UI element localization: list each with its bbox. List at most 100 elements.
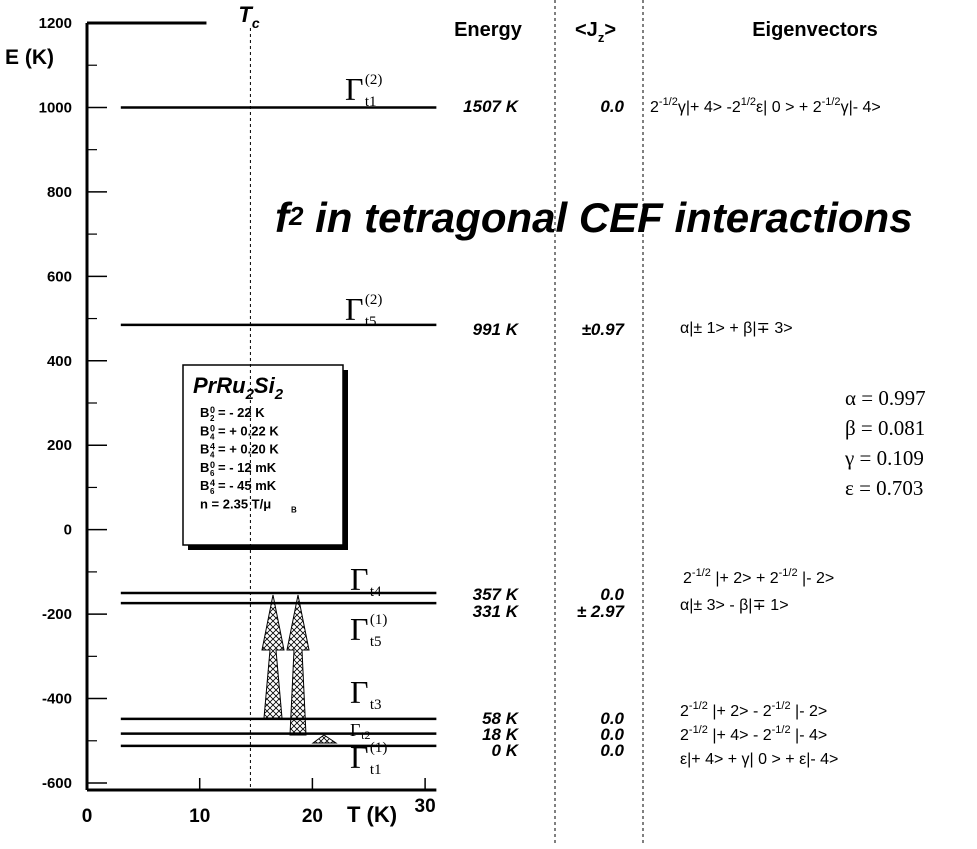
coefficient-base: B bbox=[200, 478, 209, 493]
coefficient-sup: 0 bbox=[210, 423, 215, 433]
coefficient-sub: 6 bbox=[210, 487, 215, 496]
chart-title: f2 in tetragonal CEF interactions bbox=[275, 194, 913, 241]
y-tick-label: 1000 bbox=[39, 99, 72, 116]
jz-value: 0.0 bbox=[600, 585, 624, 604]
x-tick-label: 0 bbox=[82, 806, 93, 827]
jz-value: 0.0 bbox=[600, 741, 624, 760]
eigenvector: 2-1/2 |+ 2> - 2-1/2 |- 2> bbox=[680, 700, 827, 720]
parameter-box bbox=[182, 364, 344, 546]
eigenvector-part: |- 4> bbox=[791, 727, 828, 744]
y-tick-label: 600 bbox=[47, 268, 72, 285]
eigenvector-part: γ|- 4> bbox=[841, 99, 881, 116]
energy-label: 991 K bbox=[473, 320, 520, 339]
eigenvector: 2-1/2γ|+ 4> -21/2ε| 0 > + 2-1/2γ|- 4> bbox=[650, 96, 881, 116]
coefficient-sub: B bbox=[291, 506, 297, 515]
eigenvector-part: 2 bbox=[680, 727, 689, 744]
coefficient-value: = - 45 mK bbox=[218, 478, 277, 493]
gamma-sup: (2) bbox=[365, 292, 383, 308]
coefficient-base: B bbox=[200, 405, 209, 420]
gamma-sup: (2) bbox=[365, 72, 383, 88]
eigenvector-part: α|± 3> - β|∓ 1> bbox=[680, 597, 789, 614]
compound-name-part: PrRu bbox=[193, 373, 246, 398]
y-tick-label: 200 bbox=[47, 437, 72, 454]
chart-title-part: f bbox=[275, 194, 293, 241]
y-tick-label: 0 bbox=[64, 522, 72, 539]
jz-value: 0.0 bbox=[600, 97, 624, 116]
jz-header-script: z bbox=[598, 30, 605, 45]
energy-label: 18 K bbox=[482, 725, 520, 744]
x-tick-label: 20 bbox=[302, 806, 323, 827]
coefficient-value: = + 0.20 K bbox=[218, 442, 279, 457]
eigenvector-script: -1/2 bbox=[689, 700, 708, 712]
coefficient-base: B bbox=[200, 423, 209, 438]
eigenvector: α|± 3> - β|∓ 1> bbox=[680, 597, 789, 614]
jz-value: ±0.97 bbox=[582, 320, 626, 339]
eigenvector-script: -1/2 bbox=[659, 96, 678, 108]
eigenvector-part: |- 2> bbox=[798, 570, 835, 587]
eigenvector-script: -1/2 bbox=[689, 724, 708, 736]
jz-value: 0.0 bbox=[600, 725, 624, 744]
x-tick-label: 10 bbox=[189, 806, 210, 827]
eigenvector-part: α|± 1> + β|∓ 3> bbox=[680, 320, 793, 337]
eigenvector-script: -1/2 bbox=[822, 96, 841, 108]
compound-name-part: Si bbox=[254, 373, 276, 398]
gamma-sub: t4 bbox=[370, 584, 382, 600]
gamma-sup: (1) bbox=[370, 740, 388, 756]
transition-arrow bbox=[311, 734, 338, 744]
eigenvector: ε|+ 4> + γ| 0 > + ε|- 4> bbox=[680, 751, 838, 768]
energy-label: 58 K bbox=[482, 709, 520, 728]
parameter: β = 0.081 bbox=[845, 416, 925, 440]
eigenvector-part: ε| 0 > + 2 bbox=[756, 99, 822, 116]
compound-name: PrRu2Si2 bbox=[193, 373, 284, 403]
coefficient-value: = - 22 K bbox=[218, 405, 265, 420]
coefficient-sub: 4 bbox=[210, 451, 215, 460]
eigenvector-part: ε|+ 4> + γ| 0 > + ε|- 4> bbox=[680, 751, 838, 768]
y-tick-label: -400 bbox=[42, 691, 72, 708]
eigenvector-script: -1/2 bbox=[772, 724, 791, 736]
eigenvector: α|± 1> + β|∓ 3> bbox=[680, 320, 793, 337]
coefficient-base: n = 2.35 T/μ bbox=[200, 497, 271, 512]
x-axis-label: T (K) bbox=[347, 802, 397, 827]
energy-label: 357 K bbox=[473, 585, 520, 604]
energy-label: 0 K bbox=[492, 741, 520, 760]
gamma-sub: t2 bbox=[361, 728, 370, 742]
coefficient-sub: 6 bbox=[210, 469, 215, 478]
parameter: α = 0.997 bbox=[845, 386, 926, 410]
eigenvectors-header: Eigenvectors bbox=[752, 19, 878, 41]
gamma-sub: t1 bbox=[370, 762, 382, 778]
coefficient-sub: 4 bbox=[210, 432, 215, 441]
tc-label: Tc bbox=[238, 2, 259, 31]
energy-header: Energy bbox=[454, 19, 523, 41]
tc-label-script: c bbox=[252, 15, 260, 31]
eigenvector: 2-1/2 |+ 4> - 2-1/2 |- 4> bbox=[680, 724, 827, 744]
eigenvector-part: γ|+ 4> -2 bbox=[678, 99, 741, 116]
compound-name-script: 2 bbox=[245, 386, 255, 403]
parameter: ε = 0.703 bbox=[845, 476, 923, 500]
coefficient-sup: 4 bbox=[210, 442, 215, 452]
parameter: γ = 0.109 bbox=[844, 446, 924, 470]
jz-header: <Jz> bbox=[575, 19, 616, 45]
y-axis-label: E (K) bbox=[5, 46, 54, 69]
eigenvector-script: -1/2 bbox=[692, 567, 711, 579]
eigenvector-part: 2 bbox=[680, 703, 689, 720]
gamma-symbol: Γ bbox=[350, 611, 369, 647]
eigenvector-part: |+ 4> - 2 bbox=[708, 727, 772, 744]
eigenvector-part: |- 2> bbox=[791, 703, 828, 720]
gamma-sub: t5 bbox=[370, 634, 382, 650]
x-tick-label: 30 bbox=[415, 796, 436, 817]
coefficient-sub: 2 bbox=[210, 414, 215, 423]
jz-header-part: > bbox=[604, 19, 616, 41]
y-tick-label: -200 bbox=[42, 606, 72, 623]
eigenvector-part: 2 bbox=[683, 570, 692, 587]
eigenvector: 2-1/2 |+ 2> + 2-1/2 |- 2> bbox=[683, 567, 834, 587]
eigenvector-part: |+ 2> - 2 bbox=[708, 703, 772, 720]
jz-value: 0.0 bbox=[600, 709, 624, 728]
gamma-symbol: Γ bbox=[350, 720, 360, 740]
gamma-symbol: Γ bbox=[345, 71, 364, 107]
tc-label-part: T bbox=[238, 2, 253, 27]
coefficient-sup: 0 bbox=[210, 405, 215, 415]
y-tick-label: -600 bbox=[42, 775, 72, 792]
y-tick-label: 400 bbox=[47, 353, 72, 370]
gamma-sub: t1 bbox=[365, 94, 377, 110]
